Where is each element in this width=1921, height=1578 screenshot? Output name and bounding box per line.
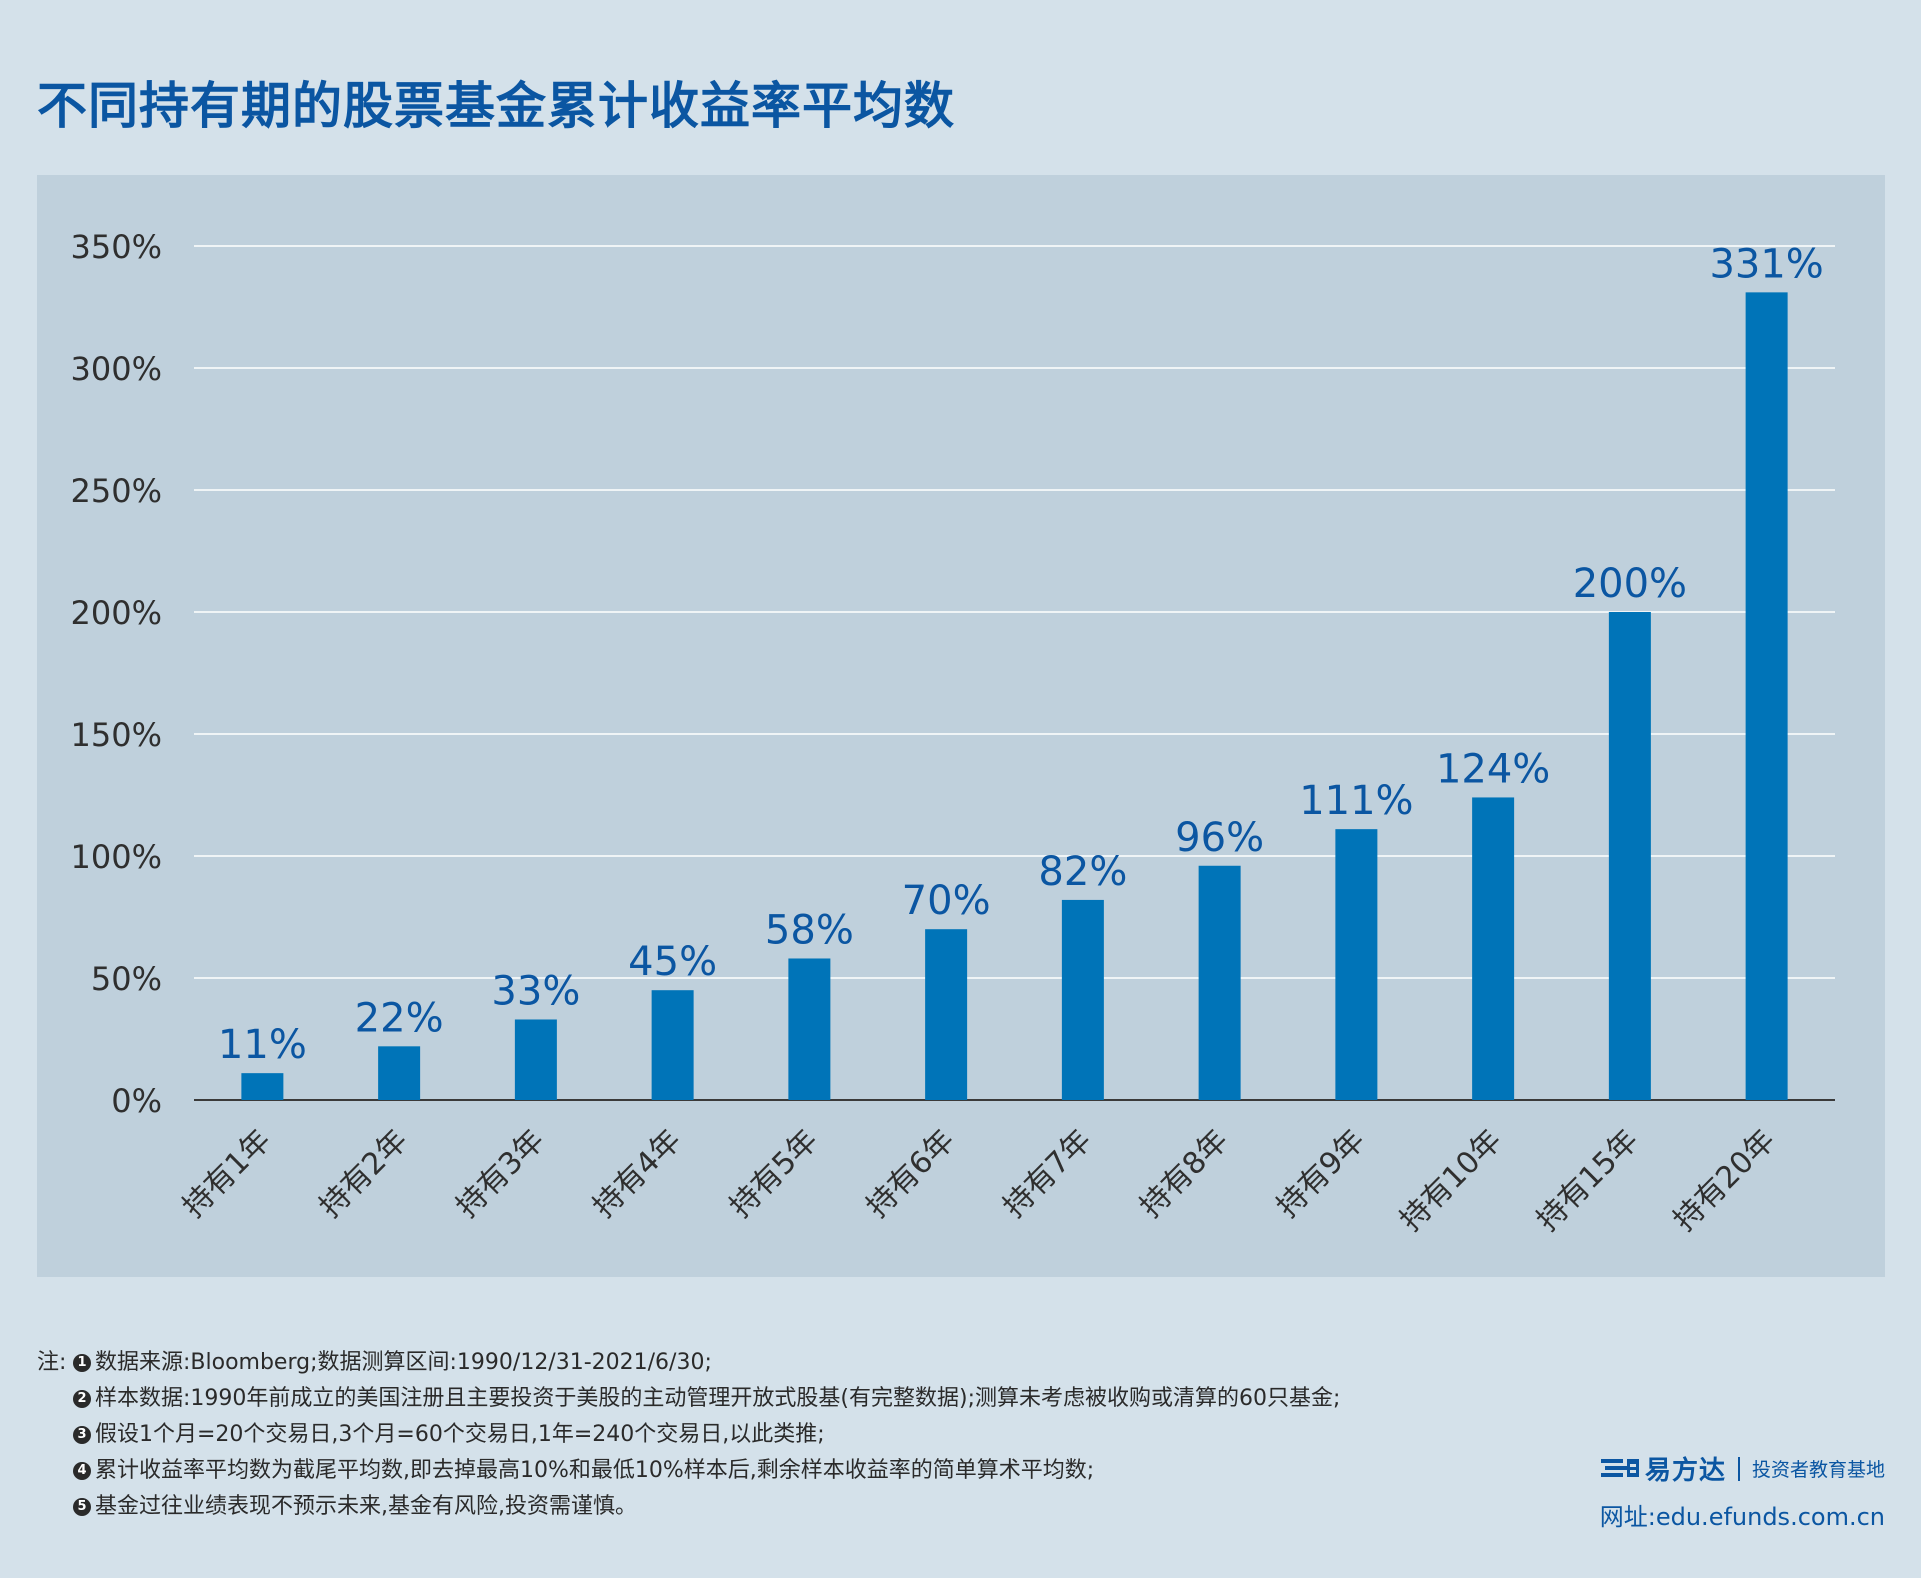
y-tick-label: 150%: [71, 716, 162, 754]
note-number-badge: 5: [73, 1498, 91, 1516]
data-label: 58%: [765, 907, 854, 953]
bar-chart: 0% 50% 100% 150% 200% 250% 300% 350% 11% 持有1年 22% 持…: [71, 228, 1835, 1238]
chart-title: 不同持有期的股票基金累计收益率平均数: [37, 77, 955, 135]
note-number-badge: 3: [73, 1426, 91, 1444]
y-tick-label: 0%: [111, 1082, 162, 1120]
x-tick-label: 持有6年: [860, 1123, 962, 1225]
x-tick-label: 持有10年: [1393, 1123, 1508, 1238]
data-label: 111%: [1299, 778, 1413, 824]
data-label: 124%: [1436, 746, 1550, 792]
note-row: 3 假设1个月=20个交易日,3个月=60个交易日,1年=240个交易日,以此类…: [37, 1417, 1340, 1453]
chart-panel: 0% 50% 100% 150% 200% 250% 300% 350% 11% 持有1年 22% 持…: [37, 175, 1885, 1277]
x-tick-label: 持有7年: [997, 1123, 1099, 1225]
data-label: 200%: [1573, 561, 1687, 607]
brand-divider: [1737, 1456, 1740, 1481]
note-text: 基金过往业绩表现不预示未来,基金有风险,投资需谨慎。: [95, 1494, 637, 1519]
data-label: 22%: [355, 995, 444, 1041]
note-text: 数据来源:Bloomberg;数据测算区间:1990/12/31-2021/6/…: [95, 1350, 712, 1375]
bar: [1608, 612, 1651, 1100]
y-tick-label: 200%: [71, 594, 162, 632]
x-tick-label: 持有5年: [723, 1123, 825, 1225]
x-tick-label: 持有2年: [313, 1123, 415, 1225]
note-row: 注: 1 数据来源:Bloomberg;数据测算区间:1990/12/31-20…: [37, 1345, 1340, 1381]
note-number-badge: 1: [73, 1354, 91, 1372]
y-tick-label: 300%: [71, 350, 162, 388]
x-tick-label: 持有15年: [1530, 1123, 1645, 1238]
data-label: 82%: [1038, 849, 1127, 895]
data-label: 96%: [1175, 815, 1264, 861]
bar: [378, 1046, 421, 1100]
bar: [1335, 829, 1378, 1100]
y-tick-label: 100%: [71, 838, 162, 876]
bar: [241, 1073, 284, 1100]
brand-name: 易方达: [1644, 1456, 1726, 1486]
note-prefix: 注:: [37, 1350, 67, 1375]
data-label: 70%: [902, 878, 991, 924]
y-tick-label: 350%: [71, 228, 162, 266]
note-number-badge: 2: [73, 1390, 91, 1408]
data-label: 45%: [628, 939, 717, 985]
x-tick-label: 持有1年: [176, 1123, 278, 1225]
note-text: 样本数据:1990年前成立的美国注册且主要投资于美股的主动管理开放式股基(有完整…: [95, 1386, 1341, 1411]
data-label: 33%: [491, 968, 580, 1014]
x-tick-label: 持有4年: [586, 1123, 688, 1225]
note-text: 假设1个月=20个交易日,3个月=60个交易日,1年=240个交易日,以此类推;: [95, 1422, 825, 1447]
note-row: 4 累计收益率平均数为截尾平均数,即去掉最高10%和最低10%样本后,剩余样本收…: [37, 1453, 1340, 1489]
bar: [514, 1019, 557, 1100]
x-tick-label: 持有8年: [1133, 1123, 1235, 1225]
footnotes: 注: 1 数据来源:Bloomberg;数据测算区间:1990/12/31-20…: [37, 1345, 1340, 1525]
bar: [925, 929, 968, 1100]
bar: [1198, 865, 1241, 1100]
y-tick-label: 50%: [91, 960, 162, 998]
x-tick-label: 持有9年: [1270, 1123, 1372, 1225]
bar: [1061, 899, 1104, 1100]
efunds-logo-icon: [1600, 1458, 1639, 1477]
x-tick-label: 持有20年: [1667, 1123, 1782, 1238]
y-tick-label: 250%: [71, 472, 162, 510]
bar: [651, 990, 694, 1100]
note-text: 累计收益率平均数为截尾平均数,即去掉最高10%和最低10%样本后,剩余样本收益率…: [95, 1458, 1095, 1483]
brand-subtitle: 投资者教育基地: [1751, 1459, 1885, 1481]
note-number-badge: 4: [73, 1462, 91, 1480]
bar: [1472, 797, 1515, 1100]
data-label: 331%: [1709, 241, 1823, 287]
data-label: 11%: [218, 1022, 307, 1068]
bar: [788, 958, 831, 1100]
brand-header: 易方达 投资者教育基地: [1600, 1450, 1885, 1487]
note-row: 2 样本数据:1990年前成立的美国注册且主要投资于美股的主动管理开放式股基(有…: [37, 1381, 1340, 1417]
note-row: 5 基金过往业绩表现不预示未来,基金有风险,投资需谨慎。: [37, 1489, 1340, 1525]
brand-url: 网址:edu.efunds.com.cn: [1599, 1503, 1885, 1531]
brand-block: 易方达 投资者教育基地 网址:edu.efunds.com.cn: [1600, 1450, 1885, 1532]
bar: [1745, 292, 1788, 1100]
x-tick-label: 持有3年: [450, 1123, 552, 1225]
